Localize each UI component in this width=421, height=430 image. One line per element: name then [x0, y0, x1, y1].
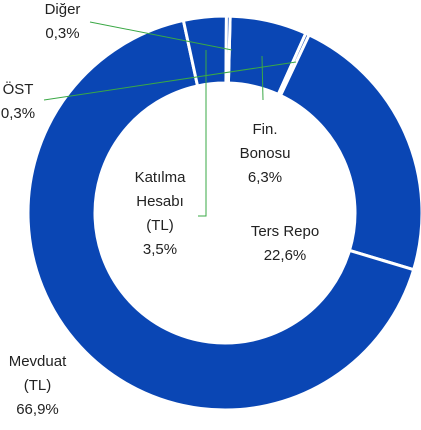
value-label: 3,5% — [142, 241, 178, 258]
slice-label: Ters Repo 22,6% — [240, 220, 330, 268]
category-label: Ters Repo — [250, 223, 320, 240]
value-label: 6,3% — [247, 169, 283, 186]
leader-line — [89, 21, 233, 51]
leader-line — [198, 50, 207, 217]
category-label: Diğer — [44, 1, 81, 18]
value-label: 22,6% — [263, 247, 307, 264]
category-label: ÖST — [2, 81, 34, 98]
slice-label: Mevduat (TL) 66,9% — [0, 350, 75, 422]
leader-line — [43, 61, 297, 101]
value-label: 66,9% — [16, 401, 59, 418]
slices — [26, 14, 421, 412]
value-label: 0,3% — [0, 105, 36, 122]
category-label: Fin. Bonosu — [239, 121, 291, 162]
leader-line — [261, 55, 264, 101]
slice-label: Fin. Bonosu 6,3% — [225, 118, 305, 190]
leader-lines — [43, 21, 297, 217]
category-label: Mevduat (TL) — [8, 353, 67, 394]
slice-label: ÖST 0,3% — [0, 78, 48, 126]
slice-label: Katılma Hesabı (TL) 3,5% — [125, 166, 195, 262]
value-label: 0,3% — [45, 25, 80, 42]
slice — [26, 18, 416, 412]
slice-label: Diğer 0,3% — [30, 0, 95, 46]
category-label: Katılma Hesabı (TL) — [134, 169, 186, 234]
